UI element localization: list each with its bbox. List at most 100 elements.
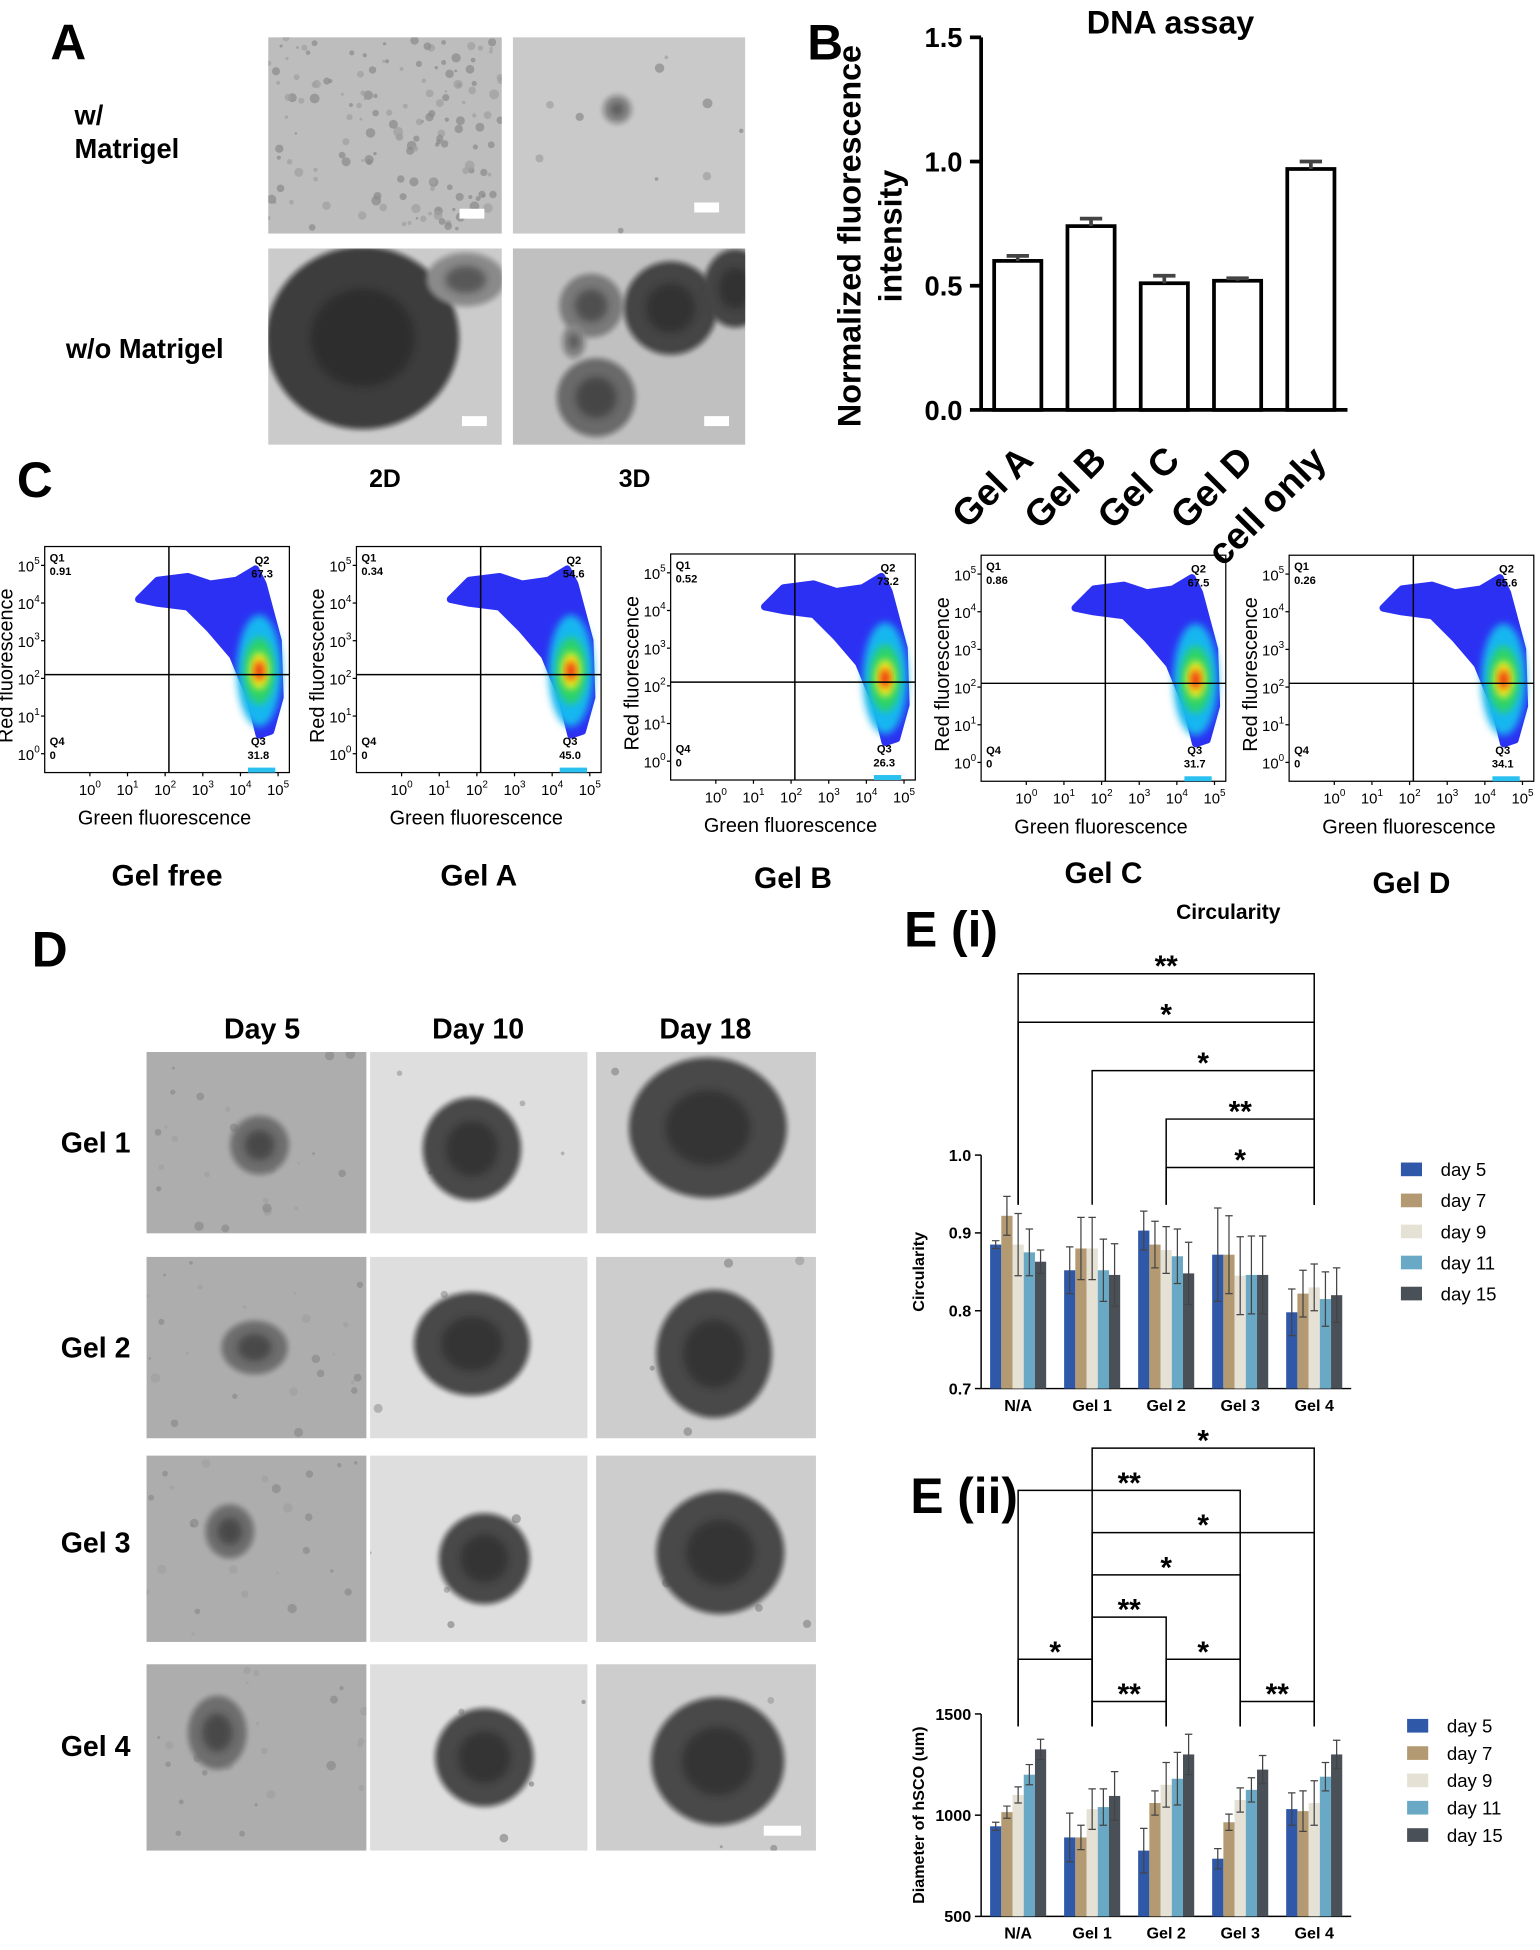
quadrant-name: Q3 xyxy=(1187,745,1202,757)
tick-base: 10 xyxy=(503,783,520,799)
error-bar xyxy=(1299,1790,1307,1832)
quadrant-value: 0.34 xyxy=(361,566,384,578)
speck xyxy=(194,1608,201,1615)
axis-event-band xyxy=(1184,776,1212,782)
organoid-core xyxy=(445,265,487,294)
error-bar xyxy=(1003,1195,1011,1236)
speck xyxy=(276,155,281,160)
speck xyxy=(309,93,320,104)
tick-exponent: 5 xyxy=(346,556,352,567)
tick-exponent: 1 xyxy=(133,779,139,790)
tick-base: 10 xyxy=(579,783,596,799)
speck xyxy=(413,135,420,142)
speck xyxy=(436,134,444,142)
photo-content xyxy=(396,1070,565,1203)
error-bar xyxy=(1288,1792,1296,1826)
speck xyxy=(435,99,444,108)
organoid-core xyxy=(202,1713,233,1752)
bar xyxy=(1308,1287,1320,1389)
y-tick-label: 103 xyxy=(18,631,41,650)
speck xyxy=(499,1833,509,1843)
tick-exponent: 2 xyxy=(797,787,803,798)
tick-exponent: 1 xyxy=(1377,788,1383,799)
x-tick-label: 101 xyxy=(742,787,765,806)
speck xyxy=(304,1513,313,1521)
significance-label: ** xyxy=(1266,1678,1290,1711)
legend-label: day 5 xyxy=(1447,1716,1493,1737)
organoid-core xyxy=(610,102,625,117)
speck xyxy=(165,1761,171,1767)
x-tick-label: Gel 3 xyxy=(1220,1925,1259,1943)
photo-content xyxy=(433,1699,586,1843)
legend-label: day 5 xyxy=(1441,1159,1487,1180)
tick-exponent: 3 xyxy=(346,631,352,642)
tick-exponent: 1 xyxy=(660,714,666,725)
bar xyxy=(1138,1230,1150,1389)
tick-exponent: 0 xyxy=(971,753,977,764)
photo-content xyxy=(649,1695,787,1851)
tick-base: 10 xyxy=(1436,792,1453,808)
y-axis-label: Circularity xyxy=(910,1232,928,1312)
tick-exponent: 0 xyxy=(660,752,666,763)
quadrant-value: 31.8 xyxy=(247,750,269,762)
photo-content xyxy=(268,248,502,432)
quadrant-value: 26.3 xyxy=(873,757,895,769)
speck xyxy=(365,128,376,138)
speck xyxy=(447,1621,455,1629)
density-cloud xyxy=(446,565,596,739)
speck xyxy=(420,215,427,222)
speck xyxy=(487,172,492,177)
error-bar xyxy=(1173,1228,1182,1285)
organoid-core xyxy=(568,333,580,350)
speck xyxy=(546,100,554,109)
error-bar xyxy=(1299,1269,1307,1318)
density-cloud xyxy=(761,572,910,747)
error-bar xyxy=(1079,216,1103,227)
speck xyxy=(371,195,382,206)
bar xyxy=(1064,1270,1076,1389)
photo-background xyxy=(512,37,746,234)
bar xyxy=(1138,1850,1150,1917)
quadrant-name: Q4 xyxy=(1294,745,1310,757)
photo-content xyxy=(611,1055,789,1200)
quadrant-name: Q2 xyxy=(1499,564,1514,576)
speck xyxy=(148,1357,151,1360)
y-tick-label: 102 xyxy=(644,677,667,696)
photo-content xyxy=(157,1666,367,1837)
speck xyxy=(483,111,492,120)
y-axis-label: Red fluorescence xyxy=(307,588,329,743)
col-label: Day 18 xyxy=(659,1013,751,1045)
tick-base: 10 xyxy=(1474,792,1491,808)
y-tick-label: 105 xyxy=(644,564,667,583)
speck xyxy=(475,196,481,202)
tick-exponent: 4 xyxy=(1182,788,1188,799)
error-bar xyxy=(1332,1267,1341,1324)
x-tick-label: 101 xyxy=(116,779,139,798)
x-tick-label: Gel 4 xyxy=(1294,1925,1333,1943)
organoid-core xyxy=(682,1726,754,1796)
error-bar xyxy=(1247,1777,1256,1803)
x-tick-label: Gel 2 xyxy=(1146,1397,1185,1415)
bar xyxy=(1171,1778,1183,1917)
scale-bar xyxy=(763,1825,802,1836)
speck xyxy=(196,1092,205,1101)
x-tick-label: Gel 2 xyxy=(1146,1925,1185,1943)
bar xyxy=(1075,1837,1087,1917)
tick-exponent: 5 xyxy=(595,779,601,790)
error-bar xyxy=(1226,276,1249,281)
legend-swatch xyxy=(1400,1162,1423,1177)
speck xyxy=(468,194,473,199)
speck xyxy=(435,142,440,147)
photo-background xyxy=(268,37,502,234)
tick-exponent: 3 xyxy=(520,779,526,790)
tick-exponent: 3 xyxy=(660,639,666,650)
speck xyxy=(239,1830,246,1837)
y-tick-label: 104 xyxy=(644,601,667,620)
photo xyxy=(512,37,746,234)
y-tick-label: 0.7 xyxy=(949,1380,971,1398)
tick-exponent: 4 xyxy=(34,594,40,605)
quadrant-value: 67.3 xyxy=(251,569,273,581)
photo-background xyxy=(146,1664,367,1851)
legend-swatch xyxy=(1407,1718,1429,1733)
significance-label: ** xyxy=(1118,1678,1142,1711)
